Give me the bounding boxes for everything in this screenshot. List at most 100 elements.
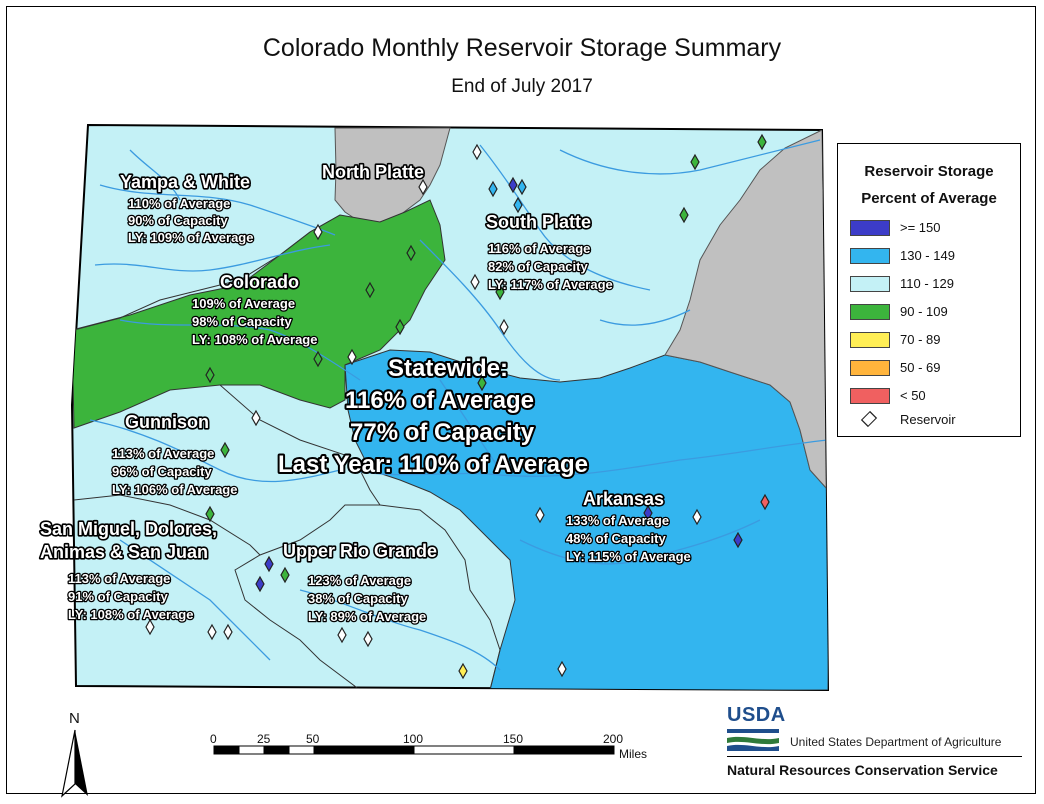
legend-label: Reservoir	[900, 412, 956, 427]
reservoir-marker	[365, 281, 375, 299]
basin-colorado	[72, 199, 446, 429]
legend-label: 50 - 69	[900, 360, 941, 375]
basin-labels: Yampa & White 110% of Average 90% of Cap…	[38, 160, 692, 625]
basin-label-san-miguel: San Miguel, Dolores,	[40, 519, 217, 539]
reservoir-marker	[220, 441, 230, 459]
reservoir-marker	[347, 348, 357, 366]
scale-tick-label: 25	[257, 732, 271, 746]
legend-label: >= 150	[900, 220, 941, 235]
reservoir-marker	[643, 504, 653, 522]
reservoir-diamond-icon	[860, 410, 878, 428]
map-title: Colorado Monthly Reservoir Storage Summa…	[262, 34, 782, 62]
basin-stat: 113% of Average	[112, 446, 214, 461]
statewide-stat: 77% of Capacity	[350, 419, 535, 446]
reservoir-marker	[508, 176, 518, 194]
scale-bar	[213, 745, 615, 755]
legend: Reservoir Storage Percent of Average >= …	[837, 143, 1021, 437]
usda-logo-mark	[727, 729, 779, 751]
reservoir-markers	[145, 133, 770, 680]
basin-label-upper-rio-grande: Upper Rio Grande	[283, 541, 437, 561]
reservoir-marker	[495, 283, 505, 301]
legend-swatch	[850, 388, 890, 404]
basin-stat: 96% of Capacity	[112, 464, 212, 479]
basin-label-colorado: Colorado	[220, 272, 299, 292]
legend-label: 90 - 109	[900, 304, 948, 319]
basin-stat: LY: 108% of Average	[68, 607, 193, 622]
basin-stat: 90% of Capacity	[128, 213, 228, 228]
reservoir-marker	[280, 566, 290, 584]
basin-stat: LY: 115% of Average	[566, 549, 691, 564]
basin-label-arkansas: Arkansas	[583, 489, 664, 509]
legend-label: 130 - 149	[900, 248, 955, 263]
reservoir-marker	[690, 153, 700, 171]
reservoir-marker	[223, 623, 233, 641]
reservoir-marker	[517, 178, 527, 196]
reservoir-marker	[679, 206, 689, 224]
usda-department: United States Department of Agriculture	[790, 735, 1002, 749]
statewide-heading: Statewide:	[388, 355, 508, 382]
statewide-stat: 116% of Average	[345, 387, 534, 414]
reservoir-marker	[205, 366, 215, 384]
reservoir-marker	[145, 618, 155, 636]
legend-swatch	[850, 276, 890, 292]
reservoir-marker	[472, 143, 482, 161]
basin-stat: 123% of Average	[308, 573, 411, 588]
reservoir-marker	[513, 196, 523, 214]
reservoir-marker	[692, 508, 702, 526]
basin-stat: 91% of Capacity	[68, 589, 168, 604]
north-label: N	[69, 710, 80, 727]
legend-subtitle: Percent of Average	[861, 190, 997, 207]
reservoir-marker	[205, 505, 215, 523]
reservoir-marker	[557, 660, 567, 678]
basin-label-south-platte: South Platte	[486, 212, 591, 232]
map-subtitle: End of July 2017	[451, 76, 593, 97]
reservoir-marker	[313, 350, 323, 368]
basin-upper-rio-grande-outline	[234, 504, 501, 690]
reservoir-marker	[760, 493, 770, 511]
reservoir-marker	[255, 575, 265, 593]
reservoir-marker	[733, 531, 743, 549]
reservoir-marker	[757, 133, 767, 151]
reservoir-marker	[488, 180, 498, 198]
scale-tick-label: 0	[210, 732, 217, 746]
usda-logo-text: USDA	[727, 704, 786, 726]
reservoir-marker	[470, 273, 480, 291]
scale-tick-label: 200	[603, 732, 624, 746]
reservoir-marker	[251, 409, 261, 427]
basin-stat: LY: 117% of Average	[488, 277, 613, 292]
basin-stat: 98% of Capacity	[192, 314, 292, 329]
basin-label-north-platte: North Platte	[322, 162, 424, 182]
scale-tick-label: 50	[306, 732, 320, 746]
reservoir-marker	[363, 630, 373, 648]
legend-swatch	[850, 304, 890, 320]
basin-stat: 48% of Capacity	[566, 531, 666, 546]
reservoir-marker	[313, 223, 323, 241]
basin-stat: 38% of Capacity	[308, 591, 408, 606]
basin-stat: 116% of Average	[488, 241, 590, 256]
reservoir-marker	[499, 318, 509, 336]
legend-label: 70 - 89	[900, 332, 941, 347]
nrcs-name: Natural Resources Conservation Service	[727, 762, 998, 778]
map-frame	[6, 6, 1036, 794]
legend-swatch	[850, 248, 890, 264]
reservoir-marker	[264, 555, 274, 573]
basin-label-san-juan: Animas & San Juan	[40, 542, 208, 562]
basin-divider-north	[73, 214, 341, 331]
legend-label: 110 - 129	[900, 276, 954, 291]
legend-swatch	[850, 332, 890, 348]
basin-label-gunnison: Gunnison	[125, 412, 209, 432]
reservoir-marker	[207, 623, 217, 641]
legend-label: < 50	[900, 388, 926, 403]
reservoir-marker	[395, 318, 405, 336]
basin-stat: LY: 106% of Average	[112, 482, 237, 497]
basin-stat: 133% of Average	[566, 513, 669, 528]
reservoir-marker	[458, 662, 468, 680]
basin-stat: 109% of Average	[192, 296, 295, 311]
north-arrow-icon	[61, 729, 88, 798]
reservoir-marker	[418, 178, 428, 196]
basin-stat: LY: 89% of Average	[308, 609, 426, 624]
reservoir-marker	[406, 244, 416, 262]
basin-label-yampa-white: Yampa & White	[120, 172, 250, 192]
scale-tick-label: 150	[503, 732, 524, 746]
scale-tick-label: 100	[403, 732, 424, 746]
